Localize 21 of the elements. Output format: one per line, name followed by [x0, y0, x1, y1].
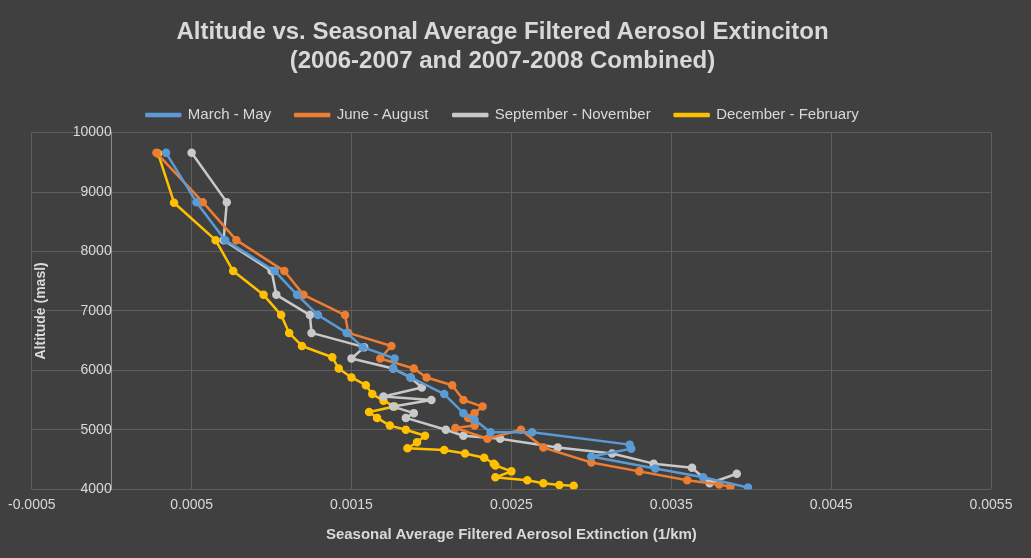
- y-tick-label: 9000: [80, 182, 112, 199]
- legend-label: March - May: [187, 105, 272, 123]
- x-axis-title: Seasonal Average Filtered Aerosol Extinction (1/km): [325, 525, 697, 543]
- y-tick-label: 7000: [80, 301, 112, 318]
- y-tick-label: 10000: [72, 123, 112, 140]
- y-tick-label: 6000: [80, 361, 112, 378]
- x-tick-label: 0.0045: [809, 496, 853, 513]
- chart-title: Altitude vs. Seasonal Average Filtered Aerosol Extinciton (2006-2007 and 2007-2008 Combined): [176, 17, 829, 73]
- x-tick-label: 0.0035: [649, 496, 693, 513]
- y-tick-label: 8000: [80, 242, 112, 259]
- y-tick-label: 5000: [80, 420, 112, 437]
- y-axis-title: Altitude (masl): [31, 262, 48, 360]
- x-tick-label: 0.0025: [489, 496, 533, 513]
- x-tick-label: 0.0015: [330, 496, 374, 513]
- legend-label: June - August: [336, 105, 430, 123]
- x-tick-label: -0.0005: [8, 496, 56, 513]
- legend-label: September - November: [494, 105, 651, 123]
- legend-label: December - February: [716, 105, 860, 123]
- y-tick-label: 4000: [80, 480, 112, 497]
- x-tick-label: 0.0055: [969, 496, 1013, 513]
- x-tick-label: 0.0005: [170, 496, 214, 513]
